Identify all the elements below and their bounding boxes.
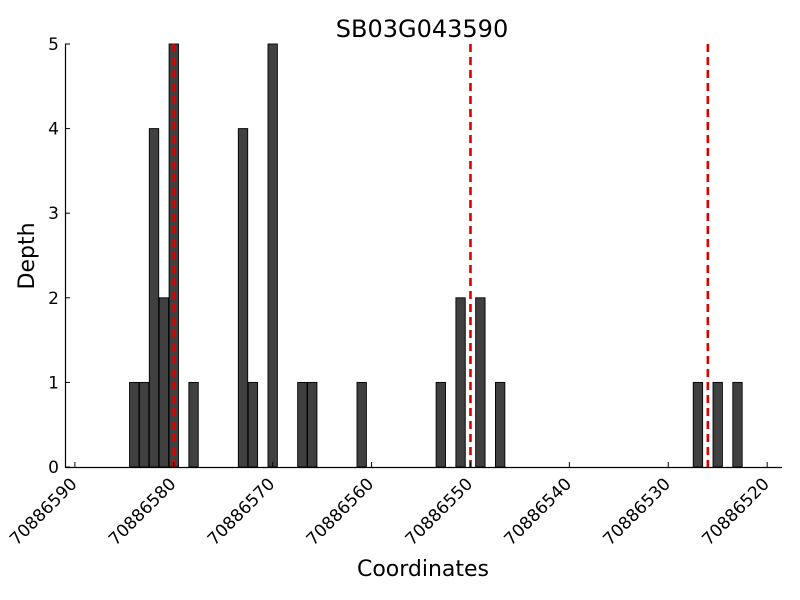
x-tick-label: 70886520 — [698, 474, 773, 549]
y-axis-label: Depth — [15, 222, 40, 289]
bar-13 — [455, 297, 466, 468]
x-tick-label: 70886530 — [599, 474, 674, 549]
bar-18 — [732, 381, 743, 468]
bar-17 — [712, 381, 723, 468]
bars-layer — [129, 43, 743, 468]
bar-0 — [129, 381, 140, 468]
bar-6 — [237, 128, 249, 468]
bar-16 — [692, 381, 704, 468]
y-tick-label: 4 — [48, 120, 59, 140]
bar-12 — [435, 381, 446, 468]
bar-15 — [494, 381, 506, 468]
marker-lines-layer — [172, 44, 710, 467]
bar-8 — [267, 43, 278, 468]
y-tick-label: 1 — [48, 373, 59, 393]
bar-3 — [158, 297, 170, 468]
x-ticks-layer: 70886590 70886580 70886570 70886560 70886550… — [6, 462, 774, 550]
bar-1 — [138, 381, 150, 468]
bar-2 — [148, 128, 160, 468]
bar-9 — [297, 381, 308, 468]
bar-11 — [356, 381, 367, 468]
x-tick-label: 70886570 — [204, 474, 279, 549]
x-tick-label: 70886580 — [105, 474, 180, 549]
x-tick-label: 70886550 — [402, 474, 477, 549]
bar-14 — [475, 297, 486, 468]
chart-title: SB03G043590 — [336, 15, 508, 43]
y-tick-label: 3 — [48, 204, 59, 224]
x-axis-label: Coordinates — [357, 557, 489, 582]
bar-5 — [188, 381, 199, 468]
y-tick-label: 5 — [48, 35, 59, 55]
y-ticks-layer: 0 1 2 3 4 5 — [48, 35, 70, 478]
x-tick-label: 70886560 — [303, 474, 378, 549]
bar-7 — [247, 381, 259, 468]
y-tick-label: 2 — [48, 289, 59, 309]
y-tick-label: 0 — [48, 458, 59, 478]
axes-layer — [64, 44, 782, 469]
x-tick-label: 70886540 — [501, 474, 576, 549]
bar-10 — [307, 381, 318, 468]
x-tick-label: 70886590 — [6, 474, 81, 549]
